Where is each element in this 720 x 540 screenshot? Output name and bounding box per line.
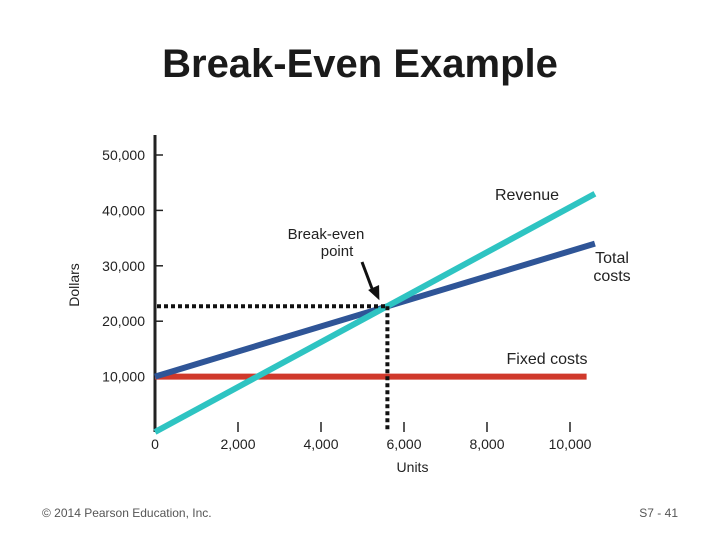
total-costs-label: Total — [595, 250, 629, 267]
x-tick-label: 2,000 — [220, 436, 255, 452]
chart-marks — [153, 191, 597, 435]
y-tick-label: 50,000 — [102, 147, 145, 163]
break-even-arrow — [360, 261, 375, 293]
y-tick-label: 20,000 — [102, 313, 145, 329]
revenue-line — [153, 191, 597, 435]
x-tick-label: 6,000 — [386, 436, 421, 452]
x-tick-label: 0 — [151, 436, 159, 452]
y-tick-label: 10,000 — [102, 369, 145, 385]
slide-title: Break-Even Example — [162, 42, 558, 86]
slide-number: S7 - 41 — [639, 506, 678, 520]
break-even-label: Break-even — [288, 226, 365, 243]
break-even-label: point — [321, 243, 354, 260]
fixed-costs-label: Fixed costs — [507, 351, 588, 368]
revenue-label: Revenue — [495, 187, 559, 204]
copyright-notice: © 2014 Pearson Education, Inc. — [42, 506, 212, 520]
y-tick-label: 40,000 — [102, 202, 145, 218]
x-tick-label: 10,000 — [549, 436, 592, 452]
total-costs-label: costs — [593, 268, 630, 285]
y-tick-label: 30,000 — [102, 258, 145, 274]
y-axis-label: Dollars — [66, 263, 82, 307]
x-axis-label: Units — [397, 459, 429, 475]
chart-axes: 10,000 20,000 30,000 40,000 50,000 Dollars 0 2,… — [66, 135, 592, 475]
arrow-head-icon — [368, 285, 380, 301]
x-tick-label: 8,000 — [469, 436, 504, 452]
x-tick-label: 4,000 — [303, 436, 338, 452]
